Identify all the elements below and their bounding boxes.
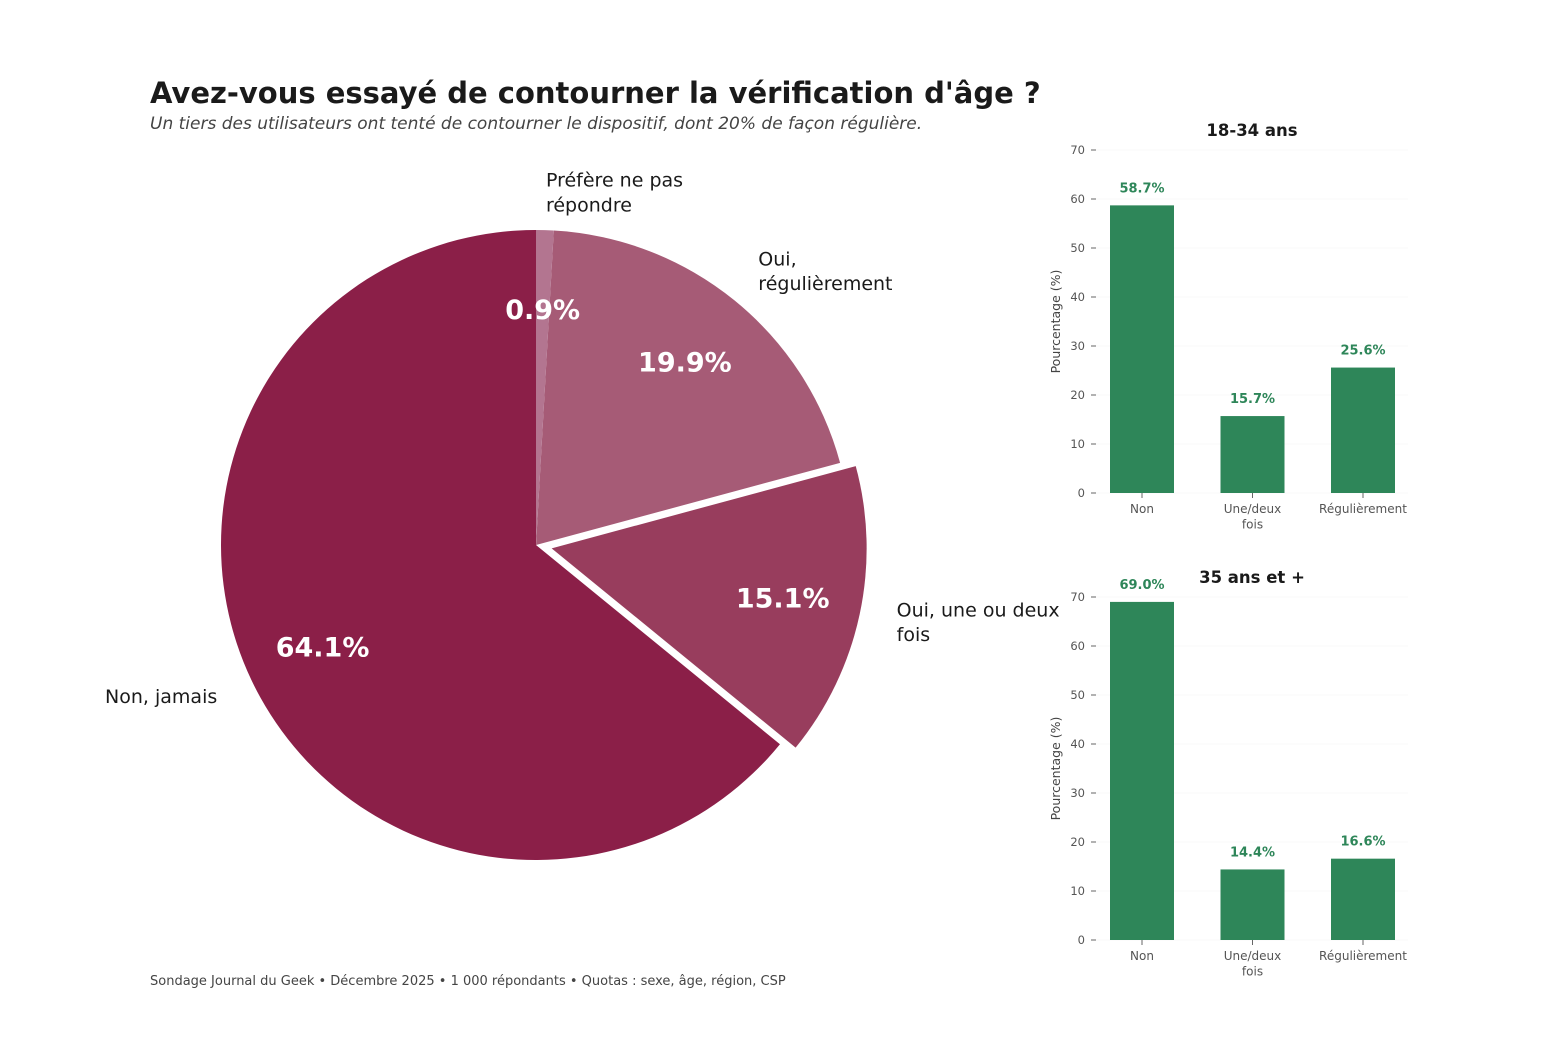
pie-slice-label-3: Oui, régulièrement [758,248,892,295]
y-tick-label: 40 [1070,737,1085,751]
x-tick-label: Non [1130,502,1154,516]
source-footnote: Sondage Journal du Geek • Décembre 2025 … [150,974,786,989]
pie-slice-1 [221,230,780,860]
bar-value-label: 25.6% [1340,344,1385,359]
pie-slice-3 [536,230,841,545]
bar-chart-2: 35 ans et + 0 10 20 30 40 50 60 70 Pourcentage (%… [1048,568,1408,979]
y-tick-label: 50 [1070,241,1085,255]
y-axis-label: Pourcentage (%) [1048,270,1063,374]
bar-3 [1331,367,1395,493]
y-tick-label: 10 [1070,437,1085,451]
bar-chart-title: 35 ans et + [1199,568,1305,587]
y-axis-label: Pourcentage (%) [1048,717,1063,821]
y-tick-label: 40 [1070,290,1085,304]
x-tick-label: Une/deux fois [1224,949,1282,979]
y-tick-label: 70 [1070,590,1085,604]
y-tick-label: 70 [1070,143,1085,157]
bar-chart-title: 18-34 ans [1206,121,1297,140]
x-tick-label: Régulièrement [1319,949,1407,963]
pie-slice-4 [536,230,554,545]
bar-value-label: 58.7% [1119,181,1164,196]
bar-3 [1331,858,1395,940]
bar-value-label: 14.4% [1230,845,1275,860]
bar-value-label: 16.6% [1340,835,1385,850]
pie-slice-percent-1: 64.1% [276,632,370,663]
y-tick-label: 30 [1070,786,1085,800]
pie-slice-percent-3: 19.9% [638,348,732,379]
bar-chart-1: 18-34 ans 0 10 20 30 40 50 60 70 Pourcentage (%) 5… [1048,121,1408,532]
bar-2 [1220,869,1285,940]
x-tick-label: Non [1130,949,1154,963]
bar-1 [1110,601,1174,940]
x-tick-label: Une/deux fois [1224,502,1282,532]
y-tick-label: 20 [1070,388,1085,402]
y-tick-label: 30 [1070,339,1085,353]
page-subtitle: Un tiers des utilisateurs ont tenté de c… [150,114,923,134]
bar-2 [1220,416,1285,493]
y-tick-label: 50 [1070,688,1085,702]
y-tick-label: 0 [1078,933,1085,947]
pie-chart: 64.1% Non, jamais 15.1% Oui, une ou deux foi… [105,170,1060,860]
bar-value-label: 69.0% [1119,578,1164,593]
pie-slice-label-2: Oui, une ou deux fois [897,599,1060,646]
x-tick-label: Régulièrement [1319,502,1407,516]
y-tick-label: 0 [1078,486,1085,500]
bar-value-label: 15.7% [1230,392,1275,407]
y-tick-label: 20 [1070,835,1085,849]
y-tick-label: 60 [1070,639,1085,653]
pie-slice-percent-2: 15.1% [736,584,830,615]
pie-slice-label-4: Préfère ne pas répondre [546,170,683,217]
bar-1 [1110,205,1174,493]
y-tick-label: 60 [1070,192,1085,206]
pie-slice-label-1: Non, jamais [105,686,217,708]
page-title: Avez-vous essayé de contourner la vérifi… [150,76,1041,110]
pie-slice-2 [551,466,867,748]
pie-slice-percent-4: 0.9% [505,295,580,326]
y-tick-label: 10 [1070,884,1085,898]
